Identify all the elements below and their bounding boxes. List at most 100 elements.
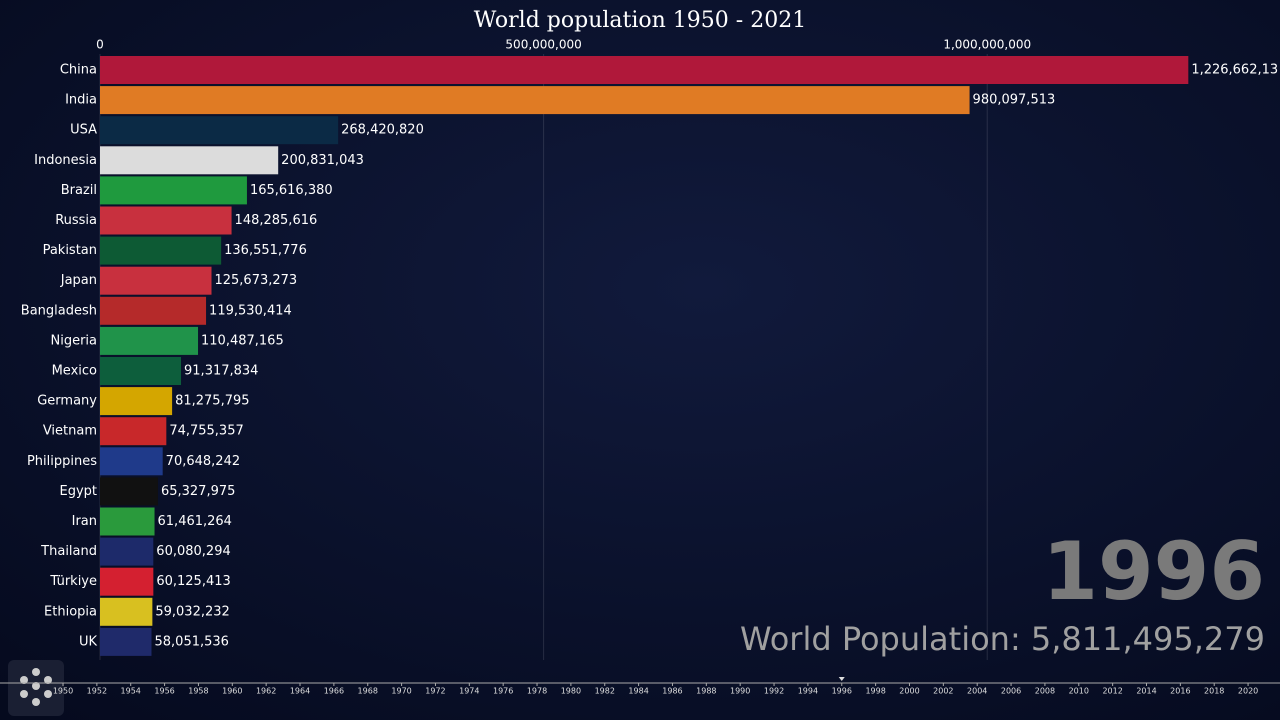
bar <box>100 86 970 115</box>
timeline-label: 1984 <box>628 687 648 696</box>
bar <box>100 537 154 566</box>
category-label: Brazil <box>61 183 97 198</box>
bar <box>100 176 247 205</box>
category-label: Türkiye <box>49 574 97 589</box>
timeline-label: 1978 <box>527 687 547 696</box>
value-label: 70,648,242 <box>166 454 240 469</box>
timeline-label: 1960 <box>222 687 242 696</box>
year: 1996 <box>1042 525 1265 618</box>
value-label: 59,032,232 <box>155 604 229 619</box>
timeline-label: 1980 <box>561 687 581 696</box>
bar <box>100 597 153 626</box>
bar <box>100 206 232 235</box>
timeline-label: 1976 <box>493 687 513 696</box>
category-label: Bangladesh <box>21 303 97 318</box>
timeline-label: 1966 <box>324 687 344 696</box>
chart-title: World population 1950 - 2021 <box>474 8 806 33</box>
timeline-label: 1972 <box>425 687 445 696</box>
logo <box>8 660 64 716</box>
timeline-label: 2020 <box>1238 687 1258 696</box>
x-tick-label: 0 <box>96 38 104 52</box>
value-label: 61,461,264 <box>158 514 232 529</box>
timeline-label: 1988 <box>696 687 716 696</box>
value-label: 58,051,536 <box>155 634 229 649</box>
value-label: 980,097,513 <box>973 93 1056 108</box>
bar <box>100 146 279 175</box>
value-label: 268,420,820 <box>341 123 424 138</box>
value-label: 81,275,795 <box>175 394 249 409</box>
timeline-label: 2016 <box>1170 687 1190 696</box>
category-label: Philippines <box>27 454 97 469</box>
timeline-label: 1958 <box>188 687 208 696</box>
bar <box>100 627 152 656</box>
category-label: Nigeria <box>50 333 97 348</box>
timeline-label: 2008 <box>1035 687 1055 696</box>
bar <box>100 236 222 265</box>
timeline-label: 2018 <box>1204 687 1224 696</box>
timeline-label: 1974 <box>459 687 479 696</box>
value-label: 91,317,834 <box>184 364 258 379</box>
timeline-label: 1968 <box>358 687 378 696</box>
timeline-label: 1950 <box>53 687 73 696</box>
timeline-label: 1994 <box>798 687 818 696</box>
annotation: World Population: 5,811,495,279 <box>740 620 1265 658</box>
timeline-label: 1996 <box>832 687 852 696</box>
category-label: Vietnam <box>43 424 97 439</box>
category-label: China <box>60 63 97 78</box>
bar <box>100 326 199 355</box>
bar <box>100 357 182 385</box>
timeline-label: 1952 <box>87 687 107 696</box>
bar <box>100 447 163 476</box>
timeline-label: 2000 <box>899 687 919 696</box>
timeline-label: 2006 <box>1001 687 1021 696</box>
timeline-label: 1992 <box>764 687 784 696</box>
value-label: 74,755,357 <box>169 424 243 439</box>
x-tick-label: 1,000,000,000 <box>943 38 1031 52</box>
bar <box>100 567 154 596</box>
category-label: Japan <box>60 273 97 288</box>
category-label: Russia <box>55 213 97 228</box>
value-label: 136,551,776 <box>224 243 307 258</box>
value-label: 165,616,380 <box>250 183 333 198</box>
value-label: 119,530,414 <box>209 303 292 318</box>
bar <box>100 266 212 295</box>
value-label: 65,327,975 <box>161 484 235 499</box>
timeline-label: 1970 <box>391 687 411 696</box>
timeline-label: 2012 <box>1102 687 1122 696</box>
category-label: Ethiopia <box>44 604 97 619</box>
x-tick-label: 500,000,000 <box>505 38 581 52</box>
timeline-label: 1962 <box>256 687 276 696</box>
bar <box>100 507 155 536</box>
timeline-label: 1964 <box>290 687 310 696</box>
bar <box>100 116 339 145</box>
value-label: 125,673,273 <box>214 273 297 288</box>
bar <box>100 56 1189 84</box>
timeline-label: 1982 <box>595 687 615 696</box>
bar <box>100 417 167 446</box>
category-label: Germany <box>37 394 97 409</box>
value-label: 148,285,616 <box>235 213 318 228</box>
category-label: Pakistan <box>43 243 97 258</box>
timeline-label: 2002 <box>933 687 953 696</box>
value-label: 1,226,662,13 <box>1191 63 1278 78</box>
category-label: India <box>65 93 97 108</box>
category-label: UK <box>79 634 98 649</box>
value-label: 110,487,165 <box>201 333 284 348</box>
bar <box>100 387 173 416</box>
timeline-label: 2014 <box>1136 687 1156 696</box>
timeline-marker <box>838 677 845 681</box>
timeline-label: 1954 <box>121 687 141 696</box>
category-label: Egypt <box>59 484 97 499</box>
timeline-label: 2010 <box>1069 687 1089 696</box>
value-label: 200,831,043 <box>281 153 364 168</box>
value-label: 60,080,294 <box>156 544 230 559</box>
timeline-label: 1998 <box>865 687 885 696</box>
bar <box>100 477 158 506</box>
timeline-label: 1986 <box>662 687 682 696</box>
category-label: Iran <box>72 514 97 529</box>
timeline-label: 1990 <box>730 687 750 696</box>
category-label: Thailand <box>40 544 97 559</box>
category-label: Indonesia <box>34 153 97 168</box>
